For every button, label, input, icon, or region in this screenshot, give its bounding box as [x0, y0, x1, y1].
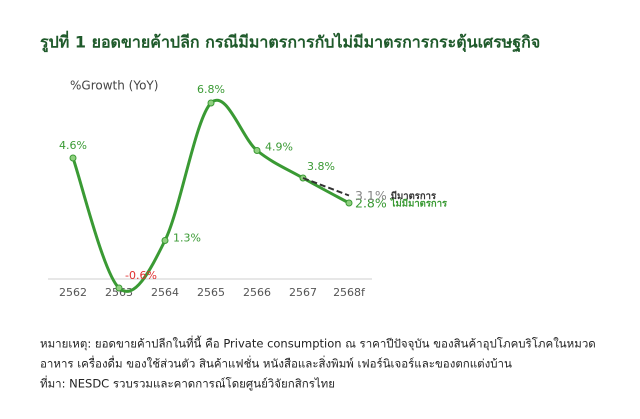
value-label: 6.8% [197, 83, 225, 96]
x-tick-label: 2568f [333, 286, 366, 299]
value-label: 1.3% [173, 232, 201, 245]
x-tick-label: 2566 [243, 286, 271, 299]
series-label: มีมาตรการ [391, 190, 437, 202]
value-label: 4.9% [265, 141, 293, 154]
chart-title: รูปที่ 1 ยอดขายค้าปลีก กรณีมีมาตรการกับไ… [40, 31, 540, 54]
data-point [69, 154, 77, 162]
data-point [345, 199, 353, 207]
note: ที่มา: NESDC รวบรวมและคาดการณ์โดยศูนย์วิ… [40, 376, 335, 391]
x-tick-label: 2562 [59, 286, 87, 299]
data-point [253, 147, 261, 154]
note: อาหาร เครื่องดื่ม ของใช้ส่วนตัว สินค้าแฟ… [40, 356, 512, 371]
y-axis-label: %Growth (YoY) [70, 79, 158, 93]
value-label: -0.6% [125, 269, 157, 282]
value-label: 2.8% [355, 196, 387, 211]
value-label: 4.6% [59, 139, 87, 152]
value-label: 3.1% [355, 188, 387, 203]
data-point [161, 237, 169, 244]
data-point [115, 284, 123, 292]
note: หมายเหตุ: ยอดขายค้าปลีกในที่นี้ คือ Priv… [40, 336, 596, 351]
value-label: 3.8% [307, 160, 335, 173]
series-label: ไม่มีมาตรการ [390, 198, 448, 210]
x-tick-label: 2563 [105, 286, 133, 299]
x-tick-label: 2565 [197, 286, 225, 299]
x-tick-label: 2567 [289, 286, 317, 299]
series-line [302, 177, 350, 197]
x-tick-label: 2564 [151, 286, 179, 299]
series-line [71, 98, 350, 293]
data-point [207, 99, 215, 107]
